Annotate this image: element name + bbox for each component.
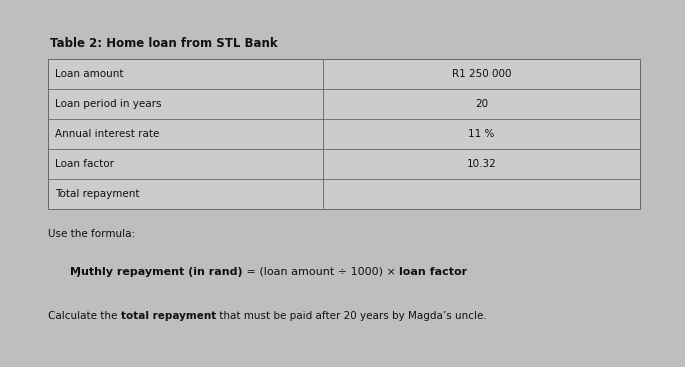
Text: 10.32: 10.32 (466, 159, 497, 169)
Text: R1 250 000: R1 250 000 (452, 69, 512, 79)
Text: Use the formula:: Use the formula: (48, 229, 135, 239)
Text: Annual interest rate: Annual interest rate (55, 129, 160, 139)
Text: Table 2: Home loan from STL Bank: Table 2: Home loan from STL Bank (50, 37, 277, 50)
Text: = (loan amount ÷ 1000) ×: = (loan amount ÷ 1000) × (242, 267, 399, 277)
Text: Loan factor: Loan factor (55, 159, 114, 169)
Text: M̧uthly repayment (in rand): M̧uthly repayment (in rand) (70, 267, 242, 277)
Text: 20: 20 (475, 99, 488, 109)
Text: 11 %: 11 % (469, 129, 495, 139)
Text: loan factor: loan factor (399, 267, 467, 277)
Text: Loan amount: Loan amount (55, 69, 123, 79)
Text: Total repayment: Total repayment (55, 189, 140, 199)
Text: Calculate the: Calculate the (48, 311, 121, 321)
Text: total repayment: total repayment (121, 311, 216, 321)
Text: Loan period in years: Loan period in years (55, 99, 162, 109)
Text: that must be paid after 20 years by Magda’s uncle.: that must be paid after 20 years by Magd… (216, 311, 486, 321)
